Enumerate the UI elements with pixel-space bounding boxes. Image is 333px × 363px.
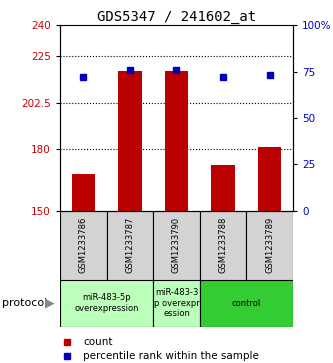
Text: GSM1233787: GSM1233787 bbox=[125, 217, 135, 273]
Bar bbox=[165, 71, 188, 211]
Text: ▶: ▶ bbox=[45, 297, 55, 310]
Bar bbox=[258, 147, 281, 211]
Text: GSM1233788: GSM1233788 bbox=[218, 217, 228, 273]
Bar bbox=[246, 211, 293, 280]
Title: GDS5347 / 241602_at: GDS5347 / 241602_at bbox=[97, 11, 256, 24]
Bar bbox=[107, 211, 153, 280]
Text: GSM1233786: GSM1233786 bbox=[79, 217, 88, 273]
Bar bbox=[118, 71, 142, 211]
Bar bbox=[72, 174, 95, 211]
Bar bbox=[60, 280, 153, 327]
Text: percentile rank within the sample: percentile rank within the sample bbox=[83, 351, 259, 362]
Text: control: control bbox=[232, 299, 261, 307]
Text: count: count bbox=[83, 337, 113, 347]
Text: miR-483-5p
overexpression: miR-483-5p overexpression bbox=[74, 293, 139, 313]
Bar bbox=[153, 211, 200, 280]
Bar bbox=[200, 211, 246, 280]
Text: miR-483-3
p overexpr
ession: miR-483-3 p overexpr ession bbox=[154, 288, 199, 318]
Bar bbox=[211, 165, 235, 211]
Text: protocol: protocol bbox=[2, 298, 47, 308]
Text: GSM1233790: GSM1233790 bbox=[172, 217, 181, 273]
Text: GSM1233789: GSM1233789 bbox=[265, 217, 274, 273]
Bar bbox=[60, 211, 107, 280]
Bar bbox=[153, 280, 200, 327]
Bar bbox=[200, 280, 293, 327]
